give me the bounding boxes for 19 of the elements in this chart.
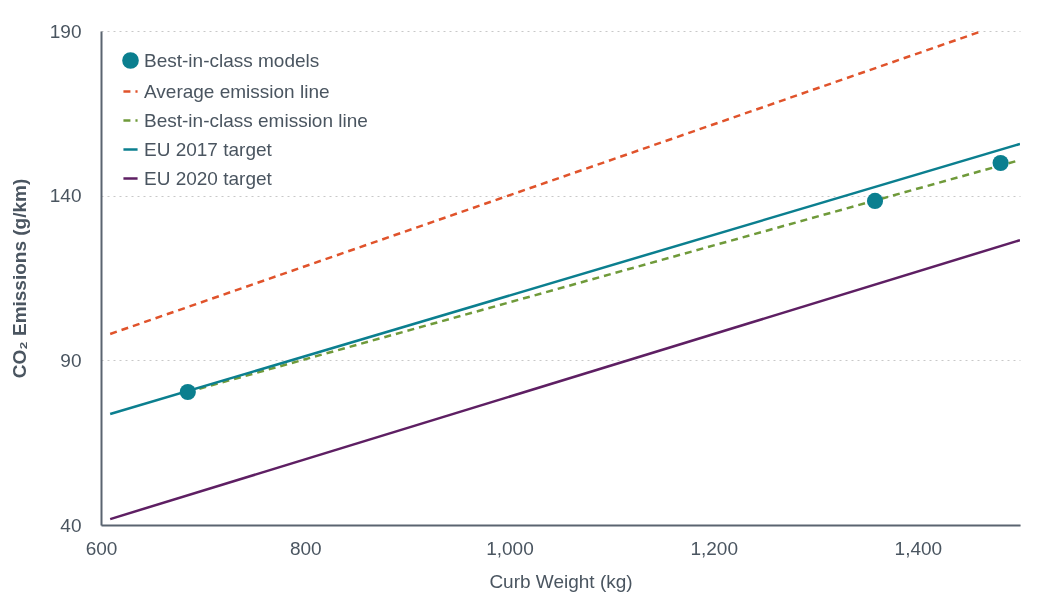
point bbox=[179, 383, 196, 400]
legend-label: EU 2020 target bbox=[144, 167, 273, 189]
legend-label: Best-in-class models bbox=[144, 49, 320, 71]
x-axis-title: Curb Weight (kg) bbox=[489, 570, 633, 592]
y-tick-label: 140 bbox=[49, 185, 82, 207]
point bbox=[992, 155, 1009, 172]
y-axis-title: CO₂ Emissions (g/km) bbox=[8, 178, 30, 379]
x-tick-label: 600 bbox=[85, 537, 118, 559]
legend-label: Average emission line bbox=[144, 80, 330, 102]
legend-label: Best-in-class emission line bbox=[144, 109, 368, 131]
y-tick-label: 90 bbox=[60, 349, 82, 371]
point bbox=[866, 192, 884, 209]
y-tick-label: 190 bbox=[49, 20, 82, 42]
y-tick-label: 40 bbox=[60, 514, 82, 536]
x-tick-label: 1,400 bbox=[894, 537, 943, 559]
x-tick-label: 800 bbox=[289, 537, 322, 559]
x-tick-label: 1,200 bbox=[690, 537, 738, 559]
legend-label: EU 2017 target bbox=[144, 138, 273, 160]
x-tick-label: 1,000 bbox=[486, 537, 534, 559]
